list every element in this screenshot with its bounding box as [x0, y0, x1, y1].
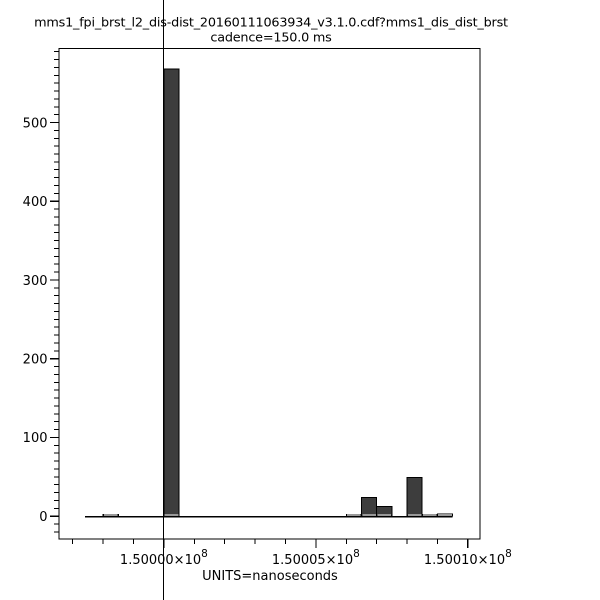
chart-title-line1: mms1_fpi_brst_l2_dis-dist_20160111063934…	[34, 16, 508, 31]
bars-group	[102, 68, 454, 517]
chart-title-line2: cadence=150.0 ms	[210, 31, 332, 46]
x-tick-label: 1.50010×108	[424, 548, 512, 568]
bar-base-strip	[377, 513, 392, 517]
bar-base-strip	[347, 513, 361, 517]
y-tick-label: 100	[23, 431, 48, 446]
tick-labels-group: 0 100 200 300 400 500 1.50000×108 1.50005×108 1.…	[23, 116, 512, 568]
y-tick-label: 500	[23, 116, 48, 131]
histogram-bar	[360, 496, 378, 517]
x-tick-label: 1.50000×108	[120, 548, 208, 568]
bar-base-strip	[164, 513, 179, 517]
bar-base-strip	[423, 513, 437, 517]
bar-base-strip	[362, 513, 376, 517]
x-tick-label: 1.50005×108	[272, 548, 360, 568]
y-tick-label: 0	[39, 510, 47, 525]
y-tick-label: 400	[23, 195, 48, 210]
x-axis-label: UNITS=nanoseconds	[202, 569, 338, 584]
histogram-bar	[406, 477, 423, 517]
bar-base-strip	[438, 513, 452, 517]
bar-base-strip	[103, 513, 118, 517]
histogram-bar	[163, 68, 180, 517]
y-tick-label: 200	[23, 353, 48, 368]
axis-ticks-group	[50, 51, 469, 548]
bar-base-strip	[407, 513, 422, 517]
plot-box	[58, 48, 481, 540]
y-tick-label: 300	[23, 274, 48, 289]
